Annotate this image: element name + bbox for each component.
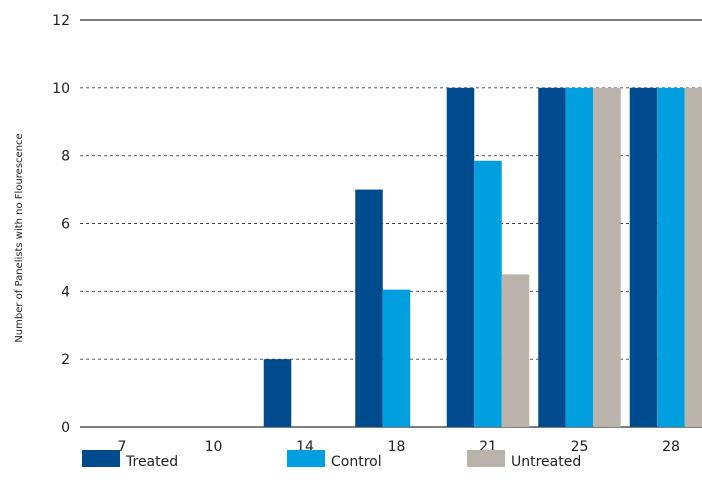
bar-untreated-28 xyxy=(684,87,702,427)
legend-swatch xyxy=(287,450,325,467)
bar-treated-21 xyxy=(446,87,475,427)
y-tick-labels: 0 2 4 6 8 10 12 xyxy=(52,13,70,436)
legend-item-treated: Treated xyxy=(82,450,178,470)
bar-untreated-21 xyxy=(501,274,530,427)
y-tick-label: 2 xyxy=(61,352,70,368)
bar-treated-28 xyxy=(629,87,658,427)
x-tick-label: 10 xyxy=(205,439,223,455)
legend-item-control: Control xyxy=(287,450,382,470)
bar-control-21 xyxy=(474,160,502,428)
y-tick-label: 0 xyxy=(61,420,70,436)
legend-label: Untreated xyxy=(511,454,581,470)
bar-control-28 xyxy=(657,87,685,427)
y-tick-label: 6 xyxy=(61,217,70,233)
x-tick-label: 18 xyxy=(388,439,406,455)
bar-untreated-25 xyxy=(593,87,621,427)
legend-item-untreated: Untreated xyxy=(467,450,581,470)
x-tick-label: 28 xyxy=(662,439,680,455)
y-tick-label: 12 xyxy=(52,13,70,29)
bar-treated-18 xyxy=(355,189,383,427)
bar-treated-14 xyxy=(263,359,292,427)
legend-label: Control xyxy=(331,454,382,470)
x-tick-label: 25 xyxy=(571,439,589,455)
bars xyxy=(263,87,702,428)
x-tick-labels: 7 10 14 18 21 25 28 xyxy=(118,439,680,455)
y-tick-label: 8 xyxy=(61,149,70,165)
y-tick-label: 10 xyxy=(52,81,70,97)
legend: Treated Control Untreated xyxy=(82,450,581,470)
bar-control-18 xyxy=(382,289,411,427)
bar-treated-25 xyxy=(538,87,566,427)
legend-swatch xyxy=(82,450,120,467)
y-axis-label: Number of Panelists with no Flourescence xyxy=(14,133,25,342)
y-tick-label: 4 xyxy=(61,284,70,300)
legend-label: Treated xyxy=(125,454,178,470)
bar-control-25 xyxy=(565,87,594,427)
legend-swatch xyxy=(467,450,505,467)
x-tick-label: 7 xyxy=(118,439,127,455)
